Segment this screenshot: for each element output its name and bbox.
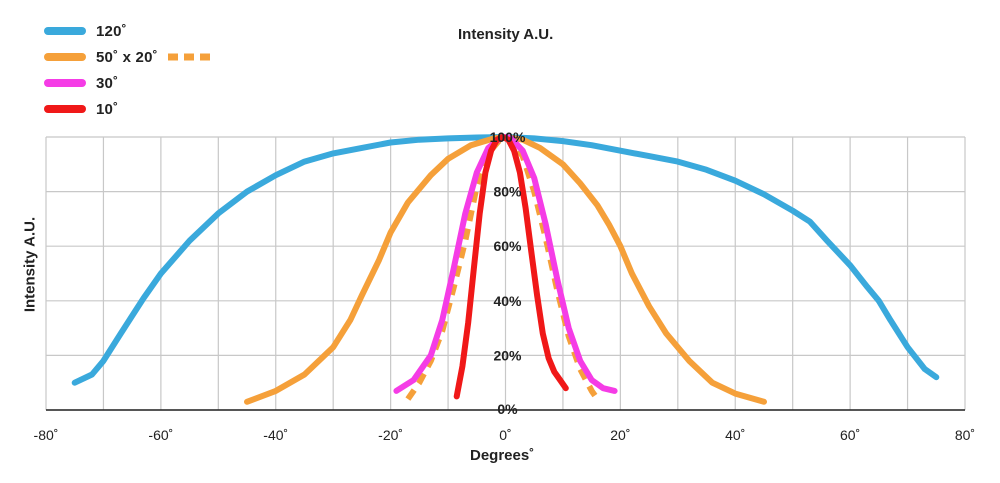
legend-swatch-120 [44, 27, 86, 35]
legend-dash-50x20 [167, 53, 210, 61]
y-tick-labels: 0% 20% 40% 60% 80% 100% [490, 129, 526, 417]
x-tick-label: -40˚ [263, 427, 288, 443]
legend-item-10: 10˚ [44, 96, 212, 122]
series-line-4 [453, 134, 569, 400]
legend-item-50x20: 50˚ x 20˚ [44, 44, 212, 70]
y-tick-label: 100% [490, 129, 526, 145]
legend-label-10: 10˚ [96, 100, 119, 118]
y-tick-label: 0% [497, 401, 518, 417]
y-axis-title: Intensity A.U. [21, 216, 39, 313]
legend-label-30: 30˚ [96, 74, 119, 92]
x-tick-label: -80˚ [34, 427, 59, 443]
x-tick-label: -20˚ [378, 427, 403, 443]
chart-grid [45, 136, 966, 411]
y-tick-label: 80% [493, 184, 522, 200]
x-tick-label: 40˚ [725, 427, 745, 443]
legend-item-120: 120˚ [44, 18, 212, 44]
legend-item-30: 30˚ [44, 70, 212, 96]
series-line-0 [71, 134, 940, 386]
legend: 120˚ 50˚ x 20˚ 30˚ 10˚ [44, 18, 212, 122]
x-tick-label: -60˚ [148, 427, 173, 443]
legend-swatch-10 [44, 105, 86, 113]
chart-title: Intensity A.U. [458, 26, 554, 43]
legend-swatch-30 [44, 79, 86, 87]
x-axis-title: Degrees˚ [470, 447, 535, 464]
x-tick-label: 0˚ [499, 427, 511, 443]
legend-label-120: 120˚ [96, 22, 127, 40]
y-tick-label: 60% [493, 238, 522, 254]
x-tick-label: 20˚ [610, 427, 630, 443]
y-tick-label: 40% [493, 293, 522, 309]
chart-series [71, 134, 940, 405]
x-tick-label: 80˚ [955, 427, 975, 443]
y-tick-label: 20% [493, 347, 522, 363]
x-tick-label: 60˚ [840, 427, 860, 443]
legend-swatch-50x20 [44, 53, 86, 61]
legend-label-50x20: 50˚ x 20˚ [96, 48, 158, 66]
x-tick-labels: -80˚ -60˚ -40˚ -20˚ 0˚ 20˚ 40˚ 60˚ 80˚ [34, 427, 976, 443]
